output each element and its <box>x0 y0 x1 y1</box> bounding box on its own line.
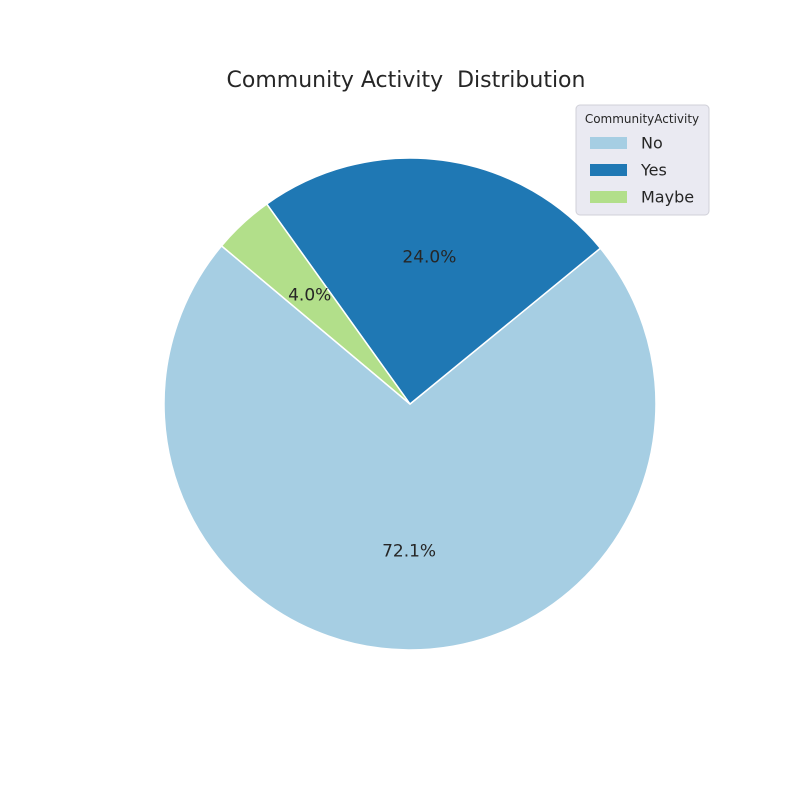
legend-frame <box>575 104 710 216</box>
legend-label-maybe: Maybe <box>641 188 694 207</box>
legend-swatch-no <box>590 137 627 149</box>
pie-label-maybe: 4.0% <box>288 286 331 306</box>
pie-slice-maybe <box>220 203 411 405</box>
pie-slice-no <box>163 245 657 651</box>
legend-swatch-yes <box>590 164 627 176</box>
pie-label-no: 72.1% <box>382 542 436 562</box>
legend-items: No Yes Maybe <box>590 134 694 207</box>
legend-swatch-maybe <box>590 191 627 203</box>
legend-label-yes: Yes <box>640 161 667 180</box>
pie-slice-yes <box>266 157 602 405</box>
pie-slices <box>163 157 657 651</box>
legend: CommunityActivity No Yes Maybe <box>575 104 710 216</box>
legend-label-no: No <box>641 134 663 153</box>
pie-label-yes: 24.0% <box>402 248 456 268</box>
pie-percentage-labels: 72.1% 24.0% 4.0% <box>288 248 456 562</box>
legend-title: CommunityActivity <box>585 112 699 126</box>
chart-title: Community Activity Distribution <box>227 68 586 93</box>
